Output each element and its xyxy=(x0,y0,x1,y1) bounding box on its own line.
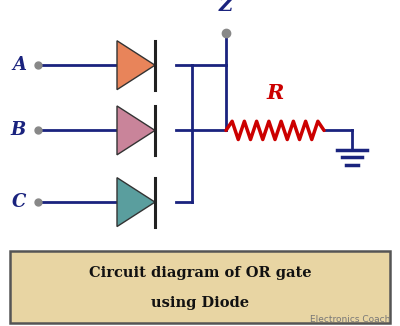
Text: Z: Z xyxy=(219,0,233,15)
Polygon shape xyxy=(117,106,155,155)
Polygon shape xyxy=(117,41,155,90)
Polygon shape xyxy=(117,178,155,227)
Text: R: R xyxy=(266,83,284,103)
Text: Electronics Coach: Electronics Coach xyxy=(310,315,390,324)
Text: C: C xyxy=(12,193,26,211)
Text: using Diode: using Diode xyxy=(151,296,249,310)
Text: A: A xyxy=(12,56,26,74)
Text: Circuit diagram of OR gate: Circuit diagram of OR gate xyxy=(89,266,311,279)
FancyBboxPatch shape xyxy=(10,251,390,323)
Text: B: B xyxy=(11,121,26,140)
